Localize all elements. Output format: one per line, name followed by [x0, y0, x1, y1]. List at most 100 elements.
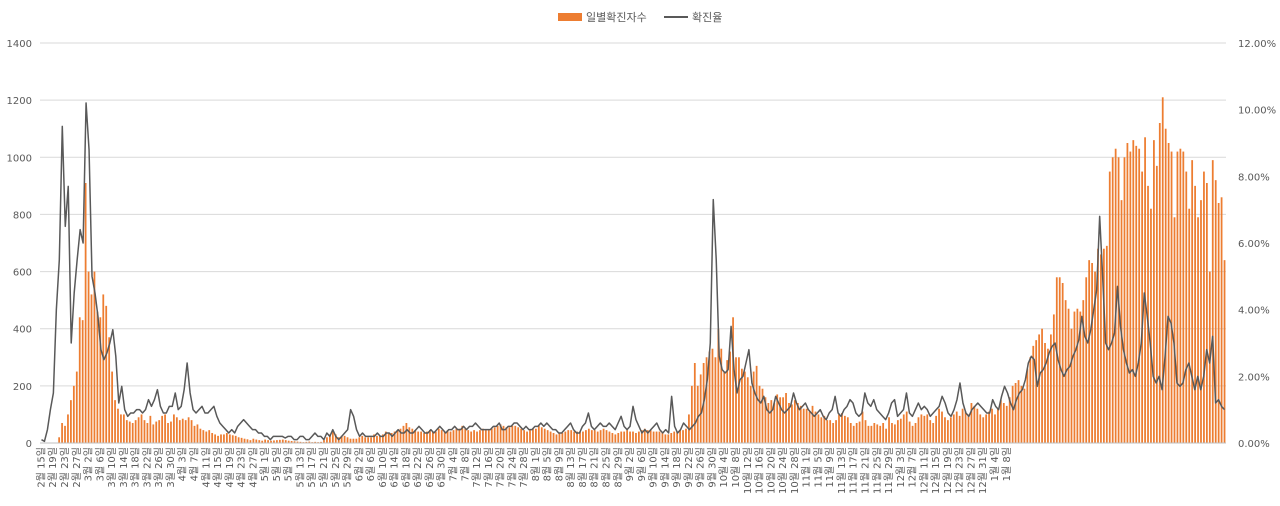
bar [1100, 254, 1102, 443]
bar [664, 434, 667, 443]
bar [623, 431, 626, 443]
bar [490, 428, 493, 443]
bar [370, 437, 372, 443]
bar [1173, 217, 1176, 443]
bar [78, 317, 81, 443]
bar [643, 428, 646, 443]
bar [1026, 368, 1029, 443]
x-tick-label: 6월 18일 [400, 447, 412, 488]
bar [949, 417, 952, 443]
y-right-tick-label: 12.00% [1238, 39, 1276, 50]
bar [805, 408, 808, 443]
y-right-tick-label: 0.00% [1238, 439, 1270, 450]
bar [670, 433, 673, 443]
x-tick-label: 2월 27일 [71, 447, 83, 488]
bar [1205, 183, 1208, 443]
x-tick-label: 9월 18일 [671, 447, 683, 488]
bar [149, 415, 152, 443]
bar [426, 431, 428, 443]
bar [396, 430, 399, 443]
bar [526, 431, 528, 443]
x-tick-label: 6월 10일 [377, 447, 389, 488]
bar [281, 439, 284, 443]
bar [255, 439, 258, 443]
bar [240, 437, 243, 443]
bar [1055, 277, 1058, 443]
bar [894, 424, 896, 443]
bar [178, 420, 181, 443]
x-tick-label: 8월 25일 [601, 447, 613, 488]
bar [364, 437, 367, 443]
bar [61, 423, 63, 443]
bar [1182, 151, 1185, 443]
x-tick-label: 5월 9일 [283, 447, 295, 481]
bar [693, 363, 696, 443]
bar [1029, 357, 1032, 443]
bar [1223, 260, 1226, 443]
bar [552, 433, 555, 443]
bar [1147, 185, 1149, 444]
bar [1179, 148, 1182, 443]
bar [367, 437, 370, 443]
bar [1047, 348, 1049, 443]
bar [1150, 208, 1152, 443]
x-tick-label: 11월 25일 [871, 447, 883, 494]
bar [540, 427, 543, 443]
bar [120, 414, 122, 443]
bar [782, 397, 784, 443]
bar [520, 428, 523, 443]
x-tick-label: 7월 20일 [495, 447, 507, 488]
x-tick-label: 10월 12일 [742, 447, 754, 494]
bar [735, 357, 737, 443]
bar [423, 433, 425, 443]
bar [72, 385, 75, 443]
bar [1091, 263, 1093, 443]
x-tick-label: 11월 21일 [859, 447, 871, 494]
bar [252, 438, 255, 443]
bar [523, 430, 525, 443]
bar [1123, 157, 1126, 444]
x-tick-label: 4월 23일 [236, 447, 248, 488]
bar [446, 430, 449, 443]
bar [505, 427, 508, 443]
bar [788, 403, 790, 443]
bar [502, 425, 505, 443]
x-tick-label: 9월 30일 [706, 447, 718, 488]
bar [358, 437, 361, 443]
bar [861, 411, 864, 443]
bar [935, 415, 938, 443]
x-tick-label: 12월 7일 [907, 447, 919, 488]
x-tick-label: 2월 15일 [35, 447, 47, 488]
bar [988, 411, 990, 443]
bar [167, 423, 169, 443]
bar [917, 417, 920, 443]
x-tick-label: 11월 9일 [824, 447, 836, 488]
bar [484, 430, 487, 443]
bar [479, 430, 481, 443]
bar [999, 400, 1002, 443]
x-tick-label: 7월 16일 [483, 447, 495, 488]
x-tick-label: 5월 25일 [330, 447, 342, 488]
y-left-tick-label: 800 [13, 210, 32, 221]
bar [334, 434, 337, 443]
bar [585, 430, 587, 443]
bar [1035, 340, 1038, 443]
bar [125, 420, 128, 443]
bar [273, 440, 275, 443]
bar [767, 403, 770, 443]
bar [858, 421, 861, 443]
x-tick-label: 4월 11일 [200, 447, 212, 488]
bar [941, 411, 943, 443]
bar [537, 425, 540, 443]
x-tick-label: 6월 30일 [436, 447, 448, 488]
bar [1153, 140, 1155, 443]
bar [93, 271, 96, 443]
bar [458, 428, 461, 443]
bar [952, 414, 955, 443]
bar [896, 420, 899, 443]
bar [726, 360, 729, 443]
x-tick-label: 3월 22일 [141, 447, 153, 488]
bar [261, 440, 264, 443]
bar [640, 430, 643, 443]
bar [529, 430, 531, 443]
